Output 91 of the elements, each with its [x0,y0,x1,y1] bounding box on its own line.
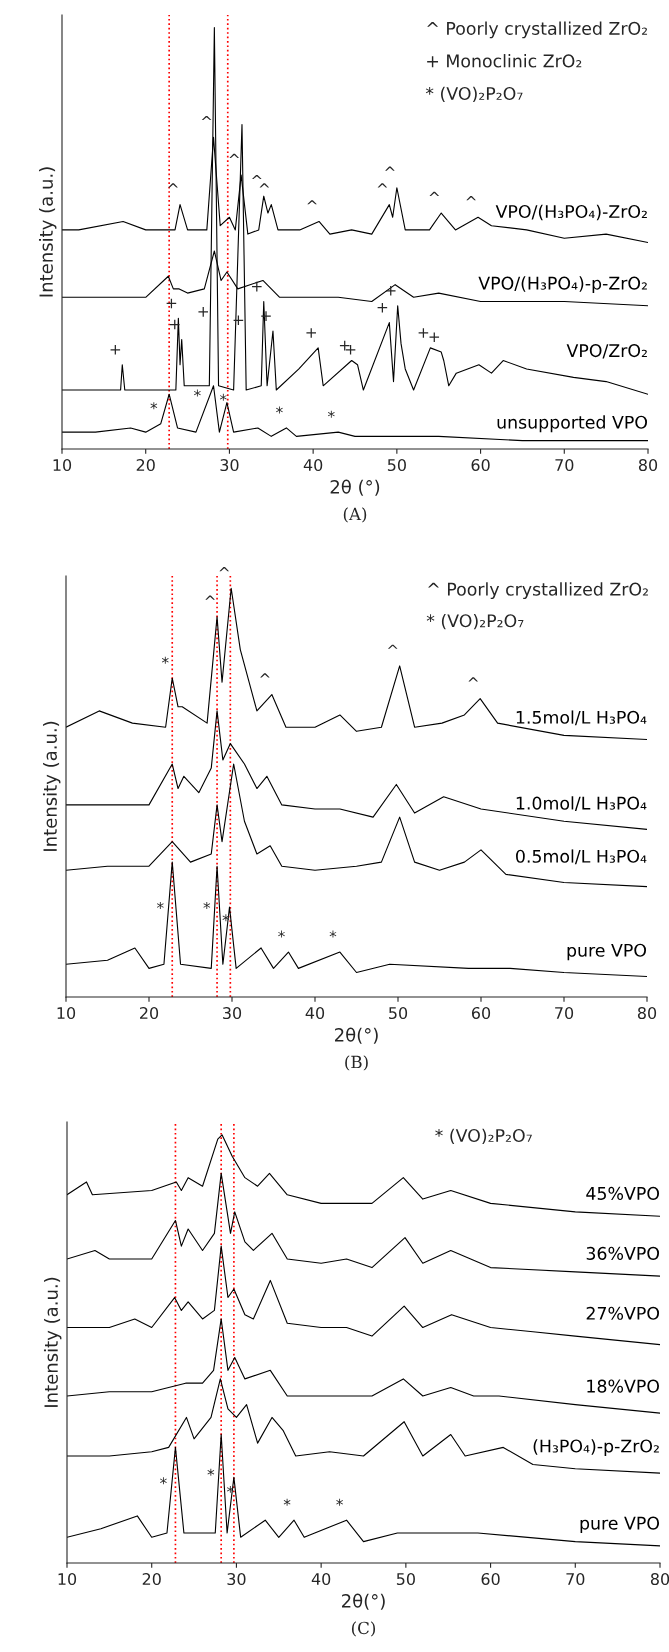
series-label: VPO/ZrO₂ [566,344,647,359]
y-axis-title: Intensity (a.u.) [43,1277,62,1407]
x-tick-label: 60 [471,459,490,472]
annotation: ^ [205,595,215,600]
x-tick-label: 50 [387,459,406,472]
x-tick-label: 40 [303,459,323,472]
text: (C) [351,1621,376,1637]
annotation: ^ [377,183,388,188]
series-label: pure VPO [567,943,647,961]
annotation: ^ [385,166,395,171]
series-label: unsupported VPO [497,415,648,433]
annotation: ^ [252,174,262,180]
y-axis-title: Intensity (a.u.) [42,721,61,851]
series-label: 45%VPO [586,1186,660,1200]
x-tick-label: 80 [637,1007,657,1020]
x-tick-label: 10 [53,459,72,472]
annotation: * (VO)₂P₂O₇ [435,1128,532,1145]
x-tick-label: 70 [555,459,574,472]
annotation: + [198,307,209,317]
annotation: ^ [168,183,178,188]
annotation: * (VO)₂P₂O₇ [426,613,524,630]
annotation: * [278,930,285,938]
annotation: ^ Poorly crystallized ZrO₂ [427,21,648,39]
annotation: ^ [307,200,317,205]
x-tick-label: 50 [389,1007,408,1020]
annotation: ^ [201,115,212,121]
x-tick-label: 20 [140,1007,159,1020]
x-tick-label: 80 [650,1573,669,1586]
annotation: + [385,286,396,296]
x-tick-label: 40 [305,1007,325,1020]
annotation: ^ [468,677,479,682]
series-label: 0.5mol/L H₃PO₄ [516,849,647,865]
y-axis-title: Intensity (a.u.) [38,167,57,297]
annotation: + [418,328,429,338]
x-axis-title: 2θ(°) [342,1593,385,1610]
annotation: ^ [466,195,476,201]
annotation: + [306,328,316,338]
x-tick-label: 60 [481,1573,500,1586]
x-tick-label: 30 [223,1007,242,1020]
series-label: pure VPO [580,1516,660,1534]
x-tick-label: 80 [638,459,658,472]
x-axis-title: 2θ (°) [330,479,380,496]
annotation: * (VO)₂P₂O₇ [425,86,523,103]
annotation: ^ [387,644,398,649]
series-label: 36%VPO [586,1246,660,1260]
x-tick-label: 30 [220,459,239,472]
x-tick-label: 70 [566,1573,585,1586]
annotation: + [110,345,121,355]
x-tick-label: 20 [142,1573,161,1586]
annotation: ^ [429,191,440,196]
x-axis-title: 2θ(°) [335,1027,378,1044]
x-tick-label: 40 [311,1573,331,1586]
annotation: * [203,901,211,909]
series-label: VPO/(H₃PO₄)-ZrO₂ [495,204,647,221]
x-tick-label: 30 [227,1573,246,1586]
annotation: * [219,393,227,401]
annotation: + [166,298,177,309]
annotation: + [429,332,440,342]
text: (B) [345,1055,368,1071]
annotation: * [156,901,164,909]
annotation: + Monoclinic ZrO₂ [427,54,582,68]
annotation: * [329,930,337,938]
annotation: ^ Poorly crystallized ZrO₂ [428,582,648,600]
series-label: 1.0mol/L H₃PO₄ [516,796,647,812]
annotation: * [327,410,335,418]
annotation: ^ [219,567,230,572]
annotation: + [377,302,388,313]
x-tick-label: 10 [57,1007,76,1020]
series-label: VPO/(H₃PO₄)-p-ZrO₂ [478,276,647,294]
x-tick-label: 60 [471,1007,491,1020]
annotation: ^ [260,673,270,678]
annotation: * [207,1468,215,1476]
series-label: 27%VPO [586,1306,660,1320]
annotation: * [150,402,158,410]
annotation: * [194,389,201,397]
series-label: 1.5mol/L H₃PO₄ [516,710,647,726]
annotation: ^ [229,153,239,159]
x-tick-label: 70 [555,1007,574,1020]
annotation: * [160,1477,167,1485]
annotation: ^ [259,183,270,188]
series-label: 18%VPO [587,1379,660,1393]
series-label: (H₃PO₄)-p-ZrO₂ [533,1439,659,1456]
annotation: * [336,1498,343,1506]
annotation: * [161,656,169,664]
annotation: + [252,281,262,292]
x-tick-label: 50 [396,1573,415,1586]
annotation: * [283,1498,291,1506]
x-tick-label: 20 [136,459,155,472]
annotation: * [276,406,283,414]
text: (A) [343,507,367,523]
x-tick-label: 10 [58,1573,77,1586]
